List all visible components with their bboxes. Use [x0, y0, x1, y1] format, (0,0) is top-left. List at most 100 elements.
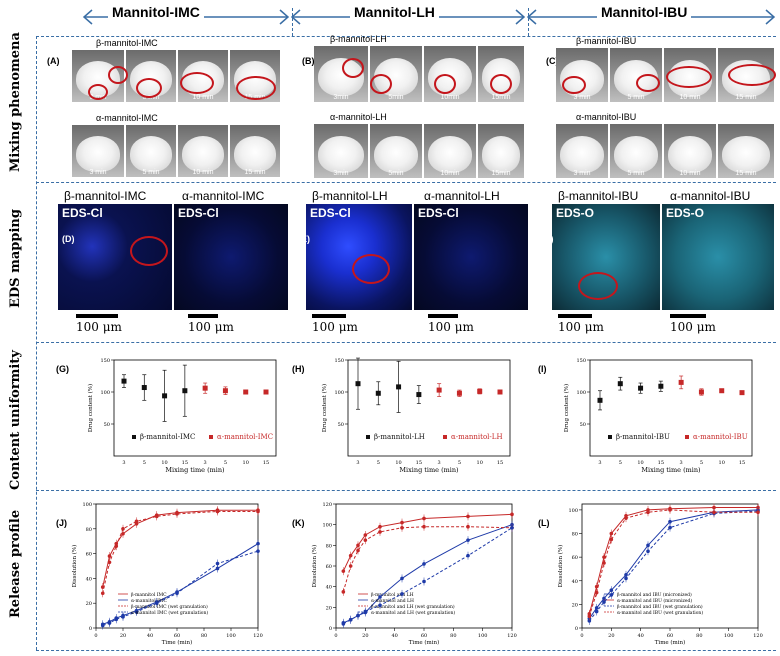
- panel-label-h: (H): [292, 364, 305, 374]
- data-point: [668, 508, 672, 512]
- data-point: [341, 569, 346, 573]
- data-point: [756, 510, 760, 515]
- x-tick-label: 5: [458, 460, 461, 466]
- legend-label: α-mannitol and IBU (wet granulation): [617, 609, 703, 616]
- scale-text: 100 μm: [76, 320, 122, 334]
- data-point: [400, 576, 404, 581]
- y-tick-label: 0: [329, 626, 332, 632]
- series-line: [342, 513, 513, 572]
- data-point: [378, 524, 382, 529]
- highlight-circle: [666, 66, 712, 88]
- x-tick-label: 15: [416, 460, 422, 466]
- mixing-photo: 5min: [370, 124, 422, 178]
- x-tick-label: 3: [122, 460, 125, 466]
- x-tick-label: 3: [598, 460, 601, 466]
- data-point: [658, 383, 664, 389]
- data-point: [378, 595, 382, 599]
- data-point: [416, 392, 422, 398]
- data-point: [678, 379, 684, 385]
- row-label-content: Content uniformity: [8, 350, 23, 490]
- data-point: [624, 576, 628, 581]
- data-point: [263, 389, 269, 395]
- y-axis-label: Dissolution (%): [71, 545, 78, 588]
- data-point: [114, 544, 119, 548]
- mixing-photo: 10min: [424, 46, 476, 102]
- x-tick-label: 60: [174, 633, 180, 639]
- y-tick-label: 50: [104, 422, 110, 428]
- data-point: [624, 516, 628, 520]
- x-tick-label: 10: [161, 460, 167, 466]
- legend-marker: [209, 435, 213, 439]
- y-tick-label: 40: [326, 585, 332, 591]
- data-point: [348, 553, 353, 558]
- photo-time: 3min: [333, 94, 349, 101]
- photo-time: 3 min: [573, 94, 591, 101]
- data-point: [363, 533, 368, 537]
- highlight-circle: [370, 74, 392, 94]
- eds-title: β-mannitol-IBU: [558, 189, 639, 203]
- mixing-title-lh-alpha: α-mannitol-LH: [330, 112, 387, 122]
- eds-label: EDS-O: [556, 206, 595, 220]
- data-point: [356, 613, 360, 618]
- data-point: [100, 623, 105, 628]
- data-point: [215, 566, 220, 571]
- y-tick-label: 60: [326, 564, 332, 570]
- row-label-mixing: Mixing phenomena: [8, 32, 23, 172]
- photo-time: 3 min: [89, 169, 107, 176]
- group-title-imc: Mannitol-IMC: [108, 4, 204, 20]
- x-tick-label: 20: [362, 633, 368, 639]
- mixing-photo: 3 min: [556, 48, 608, 102]
- photo-time: 10 min: [679, 94, 701, 101]
- x-tick-label: 15: [182, 460, 188, 466]
- highlight-circle: [108, 66, 128, 84]
- legend-label: β-mannitol-LH: [374, 433, 425, 441]
- data-point: [121, 531, 125, 536]
- y-axis-label: Dissolution (%): [557, 545, 564, 588]
- plot-frame: [589, 359, 753, 457]
- x-tick-label: 0: [334, 633, 337, 639]
- data-point: [712, 505, 716, 510]
- x-tick-label: 15: [658, 460, 664, 466]
- data-point: [638, 385, 644, 391]
- data-point: [597, 397, 603, 403]
- x-tick-label: 0: [94, 633, 97, 639]
- data-point: [477, 388, 483, 394]
- data-point: [587, 619, 592, 623]
- y-tick-label: 120: [322, 502, 332, 508]
- eds-map: EDS-Cl: [414, 204, 528, 310]
- panel-label-j: (J): [56, 518, 67, 528]
- photo-time: 5 min: [627, 170, 645, 177]
- data-point: [162, 393, 168, 399]
- eds-title: α-mannitol-IMC: [182, 189, 265, 203]
- x-tick-label: 40: [637, 633, 643, 639]
- photo-time: 10 min: [192, 94, 214, 101]
- mixing-photo: 5 min: [126, 125, 176, 177]
- data-point: [400, 520, 404, 525]
- data-point: [510, 512, 514, 517]
- panel-label-b: (B): [302, 56, 315, 66]
- data-point: [587, 614, 592, 618]
- photo-time: 15min: [491, 170, 511, 177]
- data-point: [466, 514, 470, 519]
- eds-label: EDS-Cl: [178, 206, 219, 220]
- data-point: [422, 562, 426, 566]
- mixing-photo: 15 min: [230, 125, 280, 177]
- data-point: [356, 543, 360, 548]
- highlight-circle: [130, 236, 168, 266]
- eds-label: EDS-Cl: [310, 206, 351, 220]
- legend-label: α-mannitol-IBU: [693, 433, 748, 441]
- data-point: [256, 509, 260, 514]
- y-tick-label: 40: [572, 579, 578, 585]
- series-line: [102, 509, 258, 588]
- photo-time: 10min: [440, 170, 460, 177]
- legend-label: β-mannitol-IBU: [616, 433, 670, 441]
- row-label-eds: EDS mapping: [8, 209, 23, 308]
- data-point: [154, 601, 159, 605]
- scale-bar: [76, 314, 118, 318]
- data-point: [609, 593, 614, 597]
- y-axis-label: Dissolution (%): [311, 545, 318, 588]
- legend-label: α-mannitol IMC (wet granulation): [131, 609, 208, 616]
- x-tick-label: 80: [201, 633, 207, 639]
- x-tick-label: 5: [143, 460, 146, 466]
- mixing-photo: 3min: [314, 124, 368, 178]
